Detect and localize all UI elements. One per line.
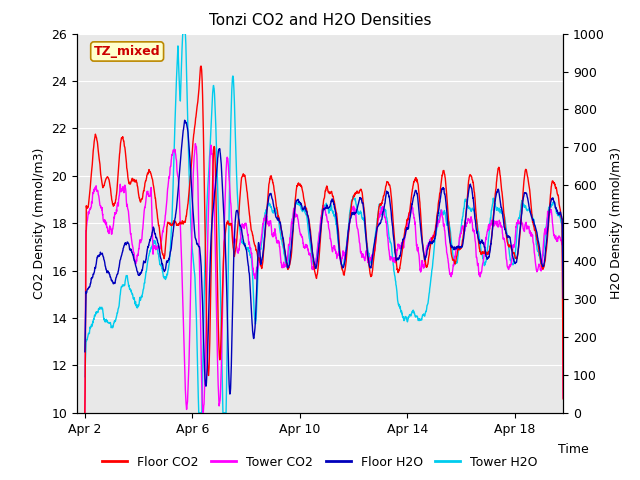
Text: TZ_mixed: TZ_mixed [94, 45, 161, 58]
Title: Tonzi CO2 and H2O Densities: Tonzi CO2 and H2O Densities [209, 13, 431, 28]
Y-axis label: H2O Density (mmol/m3): H2O Density (mmol/m3) [611, 147, 623, 299]
X-axis label: Time: Time [557, 443, 588, 456]
Legend: Floor CO2, Tower CO2, Floor H2O, Tower H2O: Floor CO2, Tower CO2, Floor H2O, Tower H… [97, 451, 543, 474]
Y-axis label: CO2 Density (mmol/m3): CO2 Density (mmol/m3) [33, 147, 45, 299]
